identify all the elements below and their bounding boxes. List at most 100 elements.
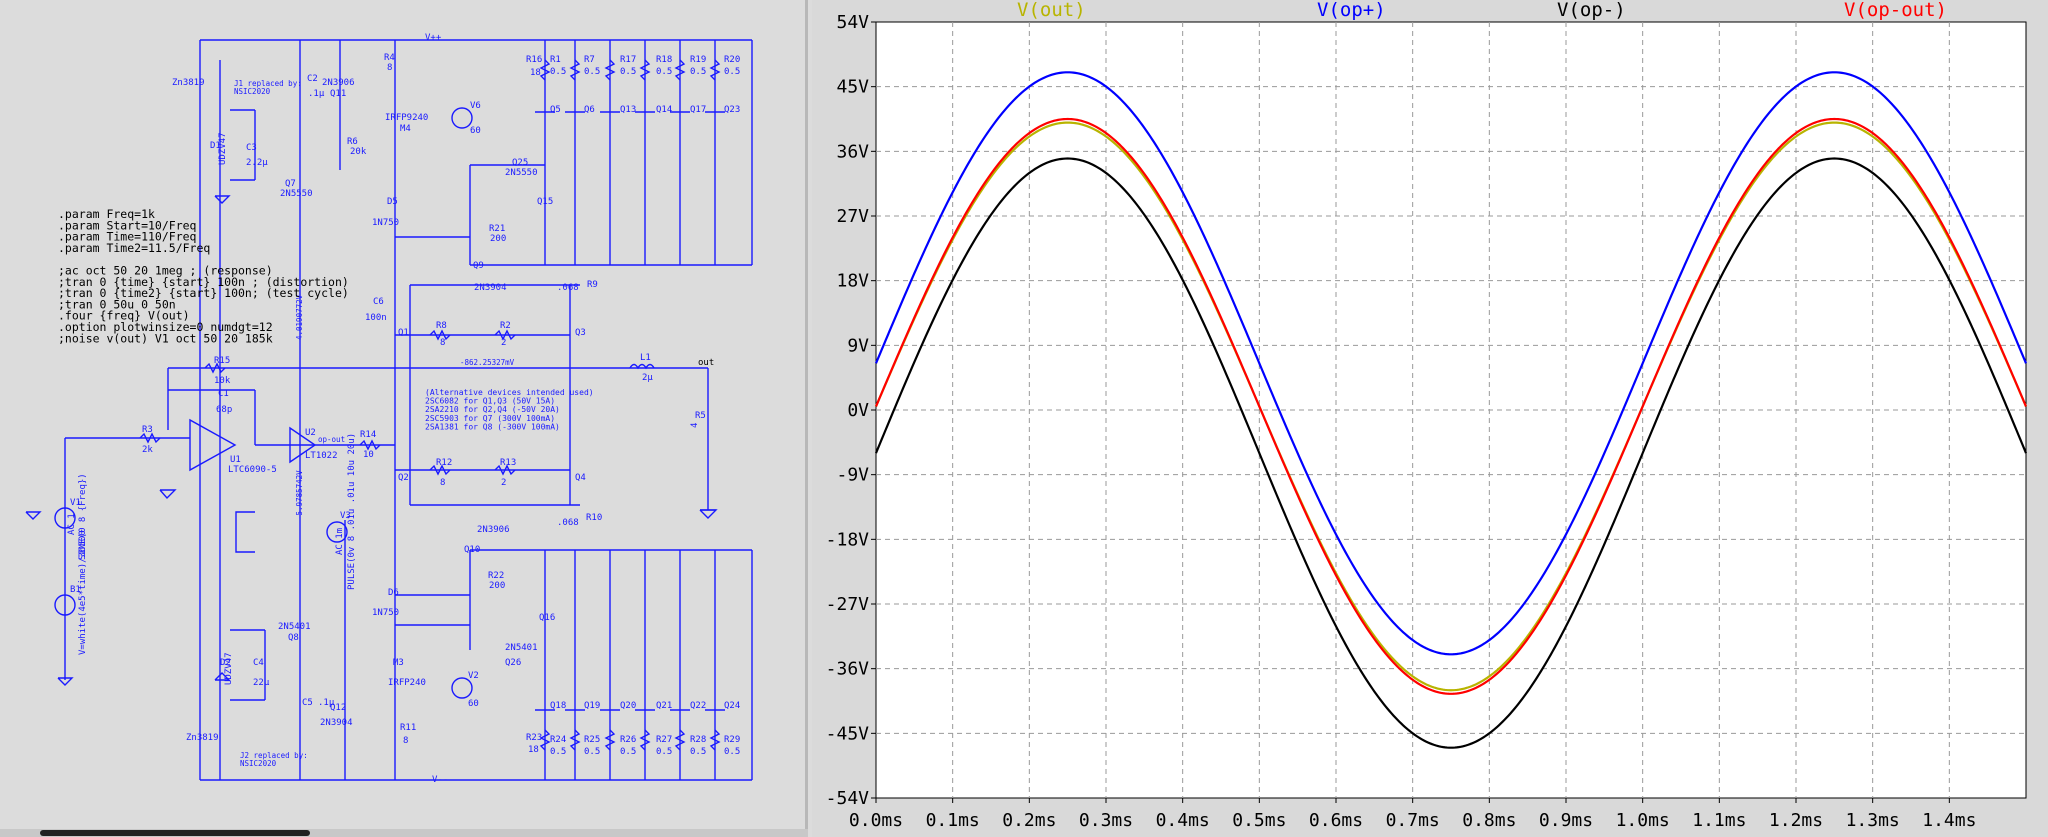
- waveform-plot[interactable]: 54V 45V 36V 27V 18V 9V 0V -9V -18V -27V -36V -45V -5…: [812, 0, 2048, 837]
- label-bot-r-5: R29: [724, 735, 740, 745]
- label-q12: Q12: [330, 703, 346, 713]
- label-q7v: 2N5550: [280, 189, 313, 199]
- spice-directive-line[interactable]: .param Time2=11.5/Freq: [58, 241, 210, 255]
- label-q26: Q26: [505, 658, 521, 668]
- alt-device-line[interactable]: 2SA2210 for Q2,Q4 (-50V 20A): [425, 405, 560, 414]
- label-q26v: 2N5401: [505, 643, 538, 653]
- label-top-r-4: R19: [690, 55, 706, 65]
- schematic-wires: [25, 39, 753, 781]
- label-j2_note2: NSIC2020: [240, 759, 277, 768]
- label-q7: Q7: [285, 179, 296, 189]
- spice-directive-line[interactable]: .four {freq} V(out): [58, 309, 190, 323]
- label-bot-q-2: Q20: [620, 701, 636, 711]
- y-tick-label: 54V: [836, 12, 869, 33]
- label-top-r-5: R20: [724, 55, 740, 65]
- label-top-q-5: Q23: [724, 105, 740, 115]
- label-r13v: 2: [501, 478, 506, 488]
- label-r6: R6: [347, 137, 358, 147]
- schematic-canvas[interactable]: V++V--Zn3819 J1 replaced by:NSIC2020Zn381…: [0, 0, 808, 837]
- label-r4v: 8: [387, 63, 392, 73]
- trace-v-op-out-[interactable]: [874, 117, 2028, 695]
- label-q9v: 2N3904: [474, 283, 507, 293]
- alt-device-line[interactable]: 2SC6082 for Q1,Q3 (50V 15A): [425, 397, 555, 406]
- label-d5v: 1N750: [372, 218, 399, 228]
- trace-v-op-[interactable]: [874, 71, 2028, 656]
- schematic-editor-pane[interactable]: V++ V-- Zn3819 J1 replaced by: NSIC2020 Zn381…: [0, 0, 808, 837]
- label-r10: R10: [586, 513, 602, 523]
- alt-device-line[interactable]: 2SC5903 for Q7 (300V 100mA): [425, 414, 555, 423]
- label-m4: IRFP9240: [385, 113, 428, 123]
- trace-legend[interactable]: V(out) V(op+) V(op-) V(op-out): [1017, 0, 1947, 21]
- label-r11: R11: [400, 723, 416, 733]
- plot-grid: [876, 22, 2026, 798]
- label-r16: R16: [526, 55, 542, 65]
- spice-directive-line[interactable]: .option plotwinsize=0 numdgt=12: [58, 320, 273, 334]
- label-bot-rv-1: 0.5: [584, 747, 600, 757]
- legend-entry[interactable]: V(op+): [1317, 0, 1386, 21]
- legend-entry[interactable]: V(op-out): [1844, 0, 1947, 21]
- spice-directive-line[interactable]: ;noise v(out) V1 oct 50 20 185k: [58, 331, 273, 345]
- label-r9: R9: [587, 280, 598, 290]
- label-b1: B1: [70, 585, 81, 595]
- label-top-q-2: Q13: [620, 105, 636, 115]
- label-r23v: 18: [528, 745, 539, 755]
- horizontal-scrollbar[interactable]: [0, 829, 808, 837]
- spice-directive-line[interactable]: ;tran 0 {time} {start} 100n ; (distortio…: [58, 275, 349, 289]
- label-c2: C2: [307, 74, 318, 84]
- y-tick-label: 45V: [836, 77, 869, 98]
- label-vmm: V--: [432, 775, 448, 785]
- label-r3: R3: [142, 425, 153, 435]
- y-tick-label: -18V: [826, 529, 870, 550]
- label-r2v: 2: [501, 338, 506, 348]
- trace-v-out-[interactable]: [874, 121, 2028, 692]
- x-tick-label: 0.4ms: [1156, 810, 1210, 831]
- trace-v-op-[interactable]: [874, 157, 2028, 749]
- label-out: out: [698, 358, 714, 368]
- alternative-devices-comment[interactable]: (Alternative devices intended used)2SC60…: [425, 388, 594, 431]
- spice-directive-line[interactable]: ;tran 0 50u 0 50n: [58, 297, 176, 311]
- label-j1_note1: J1 replaced by:: [234, 79, 302, 88]
- legend-entry[interactable]: V(op-): [1557, 0, 1626, 21]
- spice-directives[interactable]: .param Freq=1k.param Start=10/Freq.param…: [58, 207, 349, 345]
- spice-directive-line[interactable]: .param Start=10/Freq: [58, 218, 196, 232]
- label-top-r-0: R1: [550, 55, 561, 65]
- label-r5v: 4: [690, 423, 700, 428]
- label-bot-rv-2: 0.5: [620, 747, 636, 757]
- label-bot-r-1: R25: [584, 735, 600, 745]
- label-top-q-3: Q14: [656, 105, 672, 115]
- label-r23: R23: [526, 733, 542, 743]
- label-bot-r-0: R24: [550, 735, 566, 745]
- label-r6v: 20k: [350, 147, 367, 157]
- legend-entry[interactable]: V(out): [1017, 0, 1086, 21]
- label-j2: Zn3819: [186, 733, 219, 743]
- label-q25v: 2N5550: [505, 168, 538, 178]
- label-r15: R15: [214, 356, 230, 366]
- label-bot-rv-0: 0.5: [550, 747, 566, 757]
- label-d6: D6: [388, 588, 399, 598]
- alt-device-line[interactable]: 2SA1381 for Q8 (-300V 100mA): [425, 422, 560, 431]
- plot-traces: [874, 71, 2028, 749]
- schematic-labels: V++V--Zn3819 J1 replaced by:NSIC2020Zn381…: [67, 33, 740, 785]
- spice-directive-line[interactable]: .param Time=110/Freq: [58, 230, 196, 244]
- label-d1v: UDZV47: [218, 132, 228, 165]
- y-tick-label: -9V: [836, 465, 869, 486]
- label-q25: Q25: [512, 158, 528, 168]
- scrollbar-thumb[interactable]: [40, 830, 310, 836]
- x-tick-label: 0.8ms: [1462, 810, 1516, 831]
- label-top-rv-0: 0.5: [550, 67, 566, 77]
- label-bot-q-0: Q18: [550, 701, 566, 711]
- spice-directive-line[interactable]: ;tran 0 {time2} {start} 100n; (test cycl…: [58, 286, 349, 300]
- label-net3: -5.9785742V: [295, 470, 304, 520]
- waveform-viewer-pane[interactable]: 54V 45V 36V 27V 18V 9V 0V -9V -18V -27V -36V -45V -5…: [812, 0, 2048, 837]
- label-q12v: 2N3904: [320, 718, 353, 728]
- y-tick-label: -45V: [826, 723, 870, 744]
- spice-directive-line[interactable]: ;ac oct 50 20 1meg ; (response): [58, 264, 273, 278]
- label-r8v: 8: [440, 338, 445, 348]
- alt-device-line[interactable]: (Alternative devices intended used): [425, 388, 594, 397]
- spice-directive-line[interactable]: .param Freq=1k: [58, 207, 155, 221]
- label-bot-q-1: Q19: [584, 701, 600, 711]
- label-v3ac: AC 1m: [335, 528, 345, 555]
- label-v1: V1: [70, 498, 81, 508]
- label-r8: R8: [436, 321, 447, 331]
- label-bot-q-4: Q22: [690, 701, 706, 711]
